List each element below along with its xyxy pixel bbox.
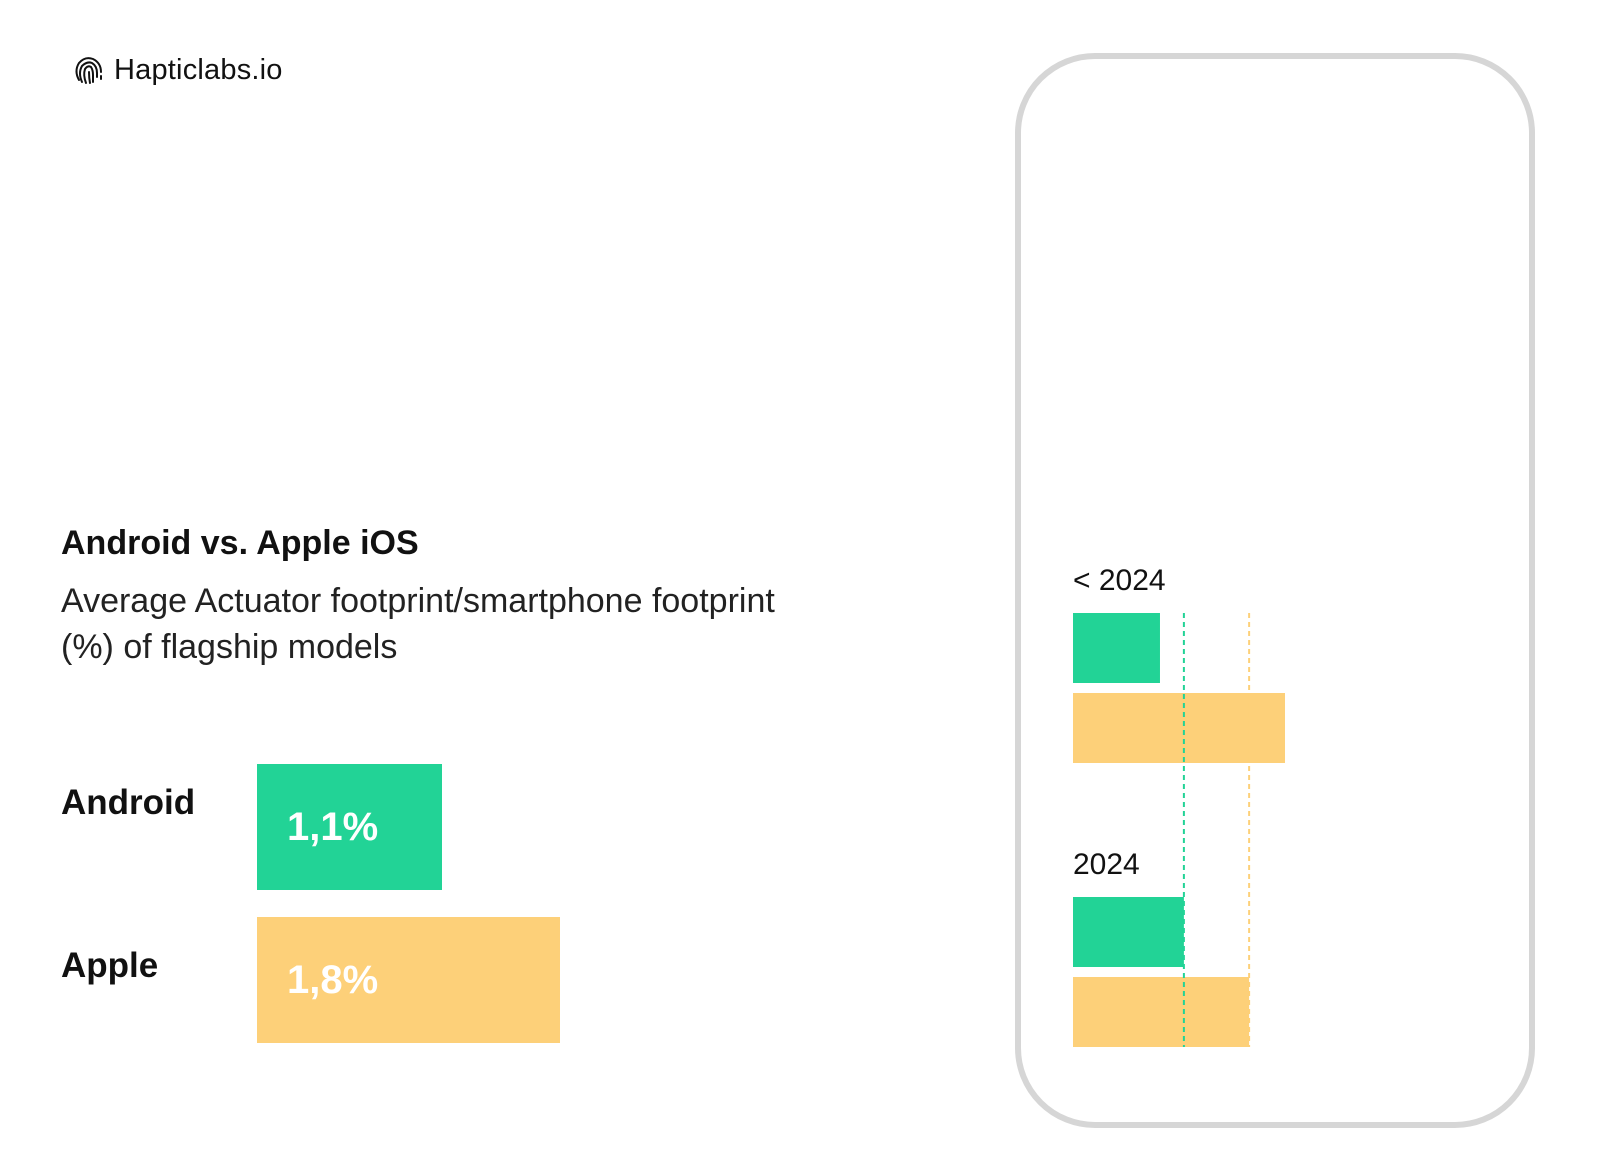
fingerprint-icon <box>75 57 102 84</box>
phone-outline <box>1015 53 1535 1128</box>
bar-android: 1,1% <box>257 764 443 890</box>
brand-name: Hapticlabs.io <box>114 53 283 86</box>
row-label-android: Android <box>61 783 196 822</box>
phone-bar-group1-series1 <box>1073 977 1250 1047</box>
phone-bar-group1-series0 <box>1073 897 1184 967</box>
phone-bar-group0-series0 <box>1073 613 1160 683</box>
period-label-before-2024: < 2024 <box>1073 564 1166 597</box>
chart-subtitle: Average Actuator footprint/smartphone fo… <box>61 582 775 666</box>
chart-title: Android vs. Apple iOS <box>61 524 419 562</box>
brand: Hapticlabs.io <box>70 48 283 92</box>
row-label-apple: Apple <box>61 946 159 985</box>
bar-value-android: 1,1% <box>287 804 379 849</box>
bar-value-apple: 1,8% <box>287 957 379 1002</box>
phone-bar-group0-series1 <box>1073 693 1285 763</box>
period-label-2024: 2024 <box>1073 848 1140 881</box>
bar-apple: 1,8% <box>257 917 560 1043</box>
